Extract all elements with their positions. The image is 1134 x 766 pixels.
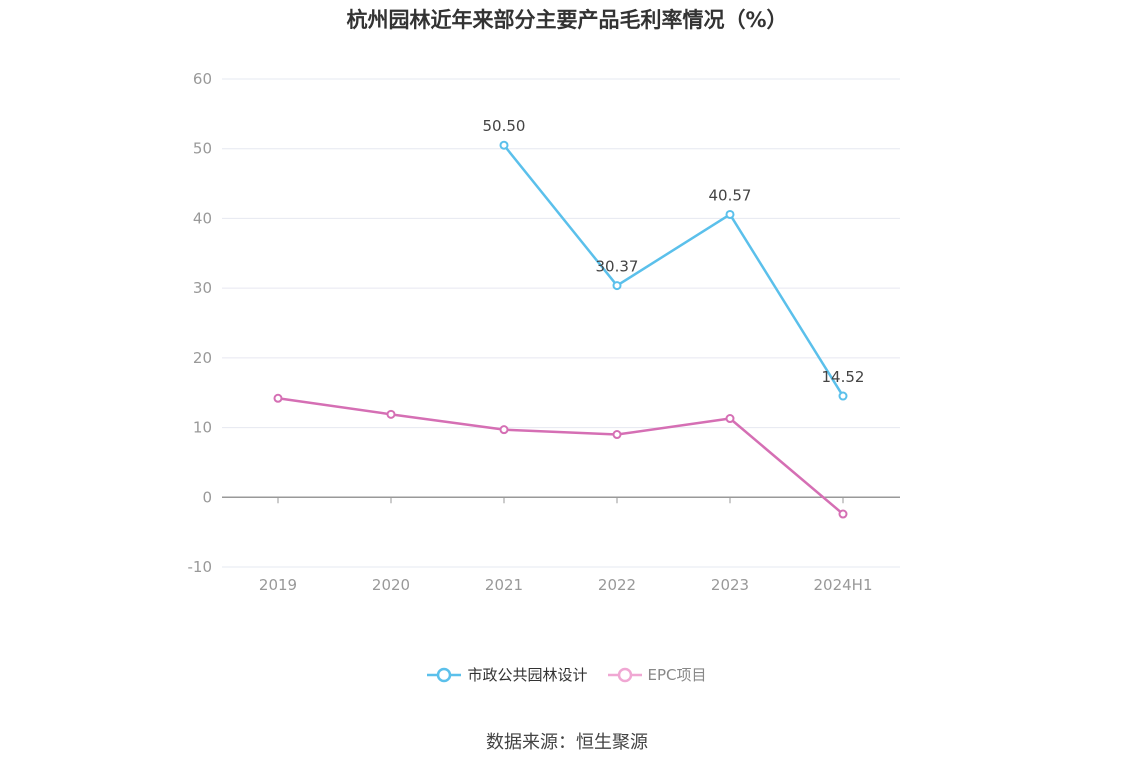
series-line [277, 397, 844, 515]
y-tick-label: 40 [193, 209, 212, 227]
x-tick-label: 2024H1 [814, 576, 873, 594]
data-point [386, 409, 396, 419]
data-point [612, 281, 622, 291]
series-1 [499, 140, 848, 401]
legend-item-series-2[interactable]: EPC项目 [607, 664, 707, 685]
data-label: 50.50 [483, 117, 526, 135]
data-point [725, 414, 735, 424]
legend-marker-icon [427, 667, 462, 682]
series-layer [273, 140, 848, 519]
y-tick-label: 0 [202, 488, 212, 506]
y-tick-label: 10 [193, 419, 212, 437]
x-axis: 2019 2020 2021 2022 2023 2024H1 [259, 497, 873, 594]
data-label: 30.37 [596, 258, 639, 276]
data-point [838, 391, 848, 401]
x-tick-label: 2020 [372, 576, 410, 594]
series-line [503, 144, 845, 397]
x-tick-label: 2022 [598, 576, 636, 594]
data-labels: 50.50 30.37 40.57 14.52 [483, 117, 865, 386]
legend-marker-icon [607, 667, 642, 682]
x-tick-label: 2021 [485, 576, 523, 594]
data-point [612, 430, 622, 440]
chart-title: 杭州园林近年来部分主要产品毛利率情况（%） [346, 8, 788, 32]
grid-lines [222, 78, 900, 568]
data-label: 14.52 [822, 368, 865, 386]
x-tick-label: 2019 [259, 576, 297, 594]
y-tick-label: 30 [193, 279, 212, 297]
y-tick-label: 50 [193, 140, 212, 158]
legend: 市政公共园林设计 EPC项目 [0, 664, 1134, 685]
legend-label: EPC项目 [647, 666, 707, 684]
data-label: 40.57 [709, 186, 752, 204]
y-tick-label: -10 [188, 558, 213, 576]
y-tick-label: 60 [193, 70, 212, 88]
source-note: 数据来源：恒生聚源 [486, 732, 648, 753]
data-point [725, 209, 735, 219]
y-tick-label: 20 [193, 349, 212, 367]
legend-item-series-1[interactable]: 市政公共园林设计 [427, 664, 588, 685]
data-point [838, 509, 848, 519]
x-tick-label: 2023 [711, 576, 749, 594]
y-axis-ticks: 60 50 40 30 20 10 0 -10 [188, 70, 213, 576]
data-point [499, 140, 509, 150]
legend-label: 市政公共园林设计 [467, 666, 588, 684]
data-point [499, 425, 509, 435]
data-point [273, 393, 283, 403]
series-2 [273, 393, 848, 519]
